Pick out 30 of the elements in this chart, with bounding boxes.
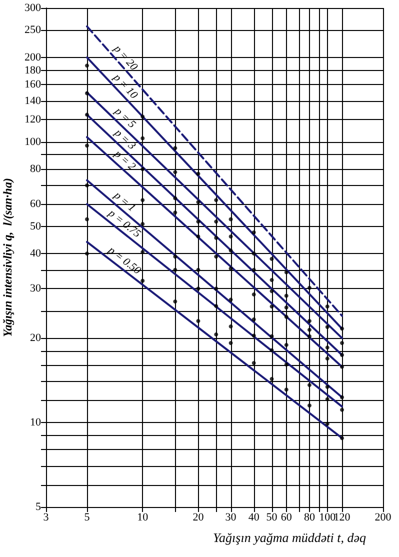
y-tick-label: 300 (24, 2, 42, 14)
x-tick-label: 50 (266, 512, 278, 524)
y-axis-title: Yağışın intensivliyi q, l/(san·ha) (0, 178, 15, 337)
x-tick-label: 10 (137, 512, 149, 524)
y-tick-label: 5 (36, 501, 42, 513)
x-tick-label: 60 (280, 512, 292, 524)
x-tick-label: 100 (319, 512, 336, 524)
x-tick-label: 120 (334, 512, 351, 524)
x-tick-label: 3 (43, 512, 50, 524)
y-tick-label: 140 (24, 94, 42, 107)
x-tick-label: 200 (374, 512, 392, 524)
y-tick-label: 180 (24, 64, 42, 76)
x-tick-label: 80 (304, 512, 316, 524)
y-tick-label: 10 (30, 416, 42, 429)
y-tick-label: 160 (24, 78, 42, 91)
y-tick-label: 200 (24, 51, 42, 64)
x-axis-title: Yağışın yağma müddəti t, dəq (213, 530, 366, 545)
y-tick-label: 60 (30, 198, 42, 210)
x-tick-label: 5 (84, 512, 90, 524)
y-tick-label: 20 (30, 332, 42, 344)
y-tick-label: 50 (30, 220, 42, 232)
y-tick-label: 30 (30, 282, 42, 295)
y-tick-label: 120 (24, 114, 42, 126)
y-tick-label: 250 (24, 24, 42, 36)
x-tick-label: 30 (225, 512, 237, 524)
y-tick-label: 100 (24, 136, 42, 148)
x-tick-label: 40 (248, 512, 260, 524)
y-tick-label: 40 (30, 248, 42, 260)
x-tick-label: 20 (192, 512, 204, 524)
y-tick-label: 80 (30, 163, 42, 176)
